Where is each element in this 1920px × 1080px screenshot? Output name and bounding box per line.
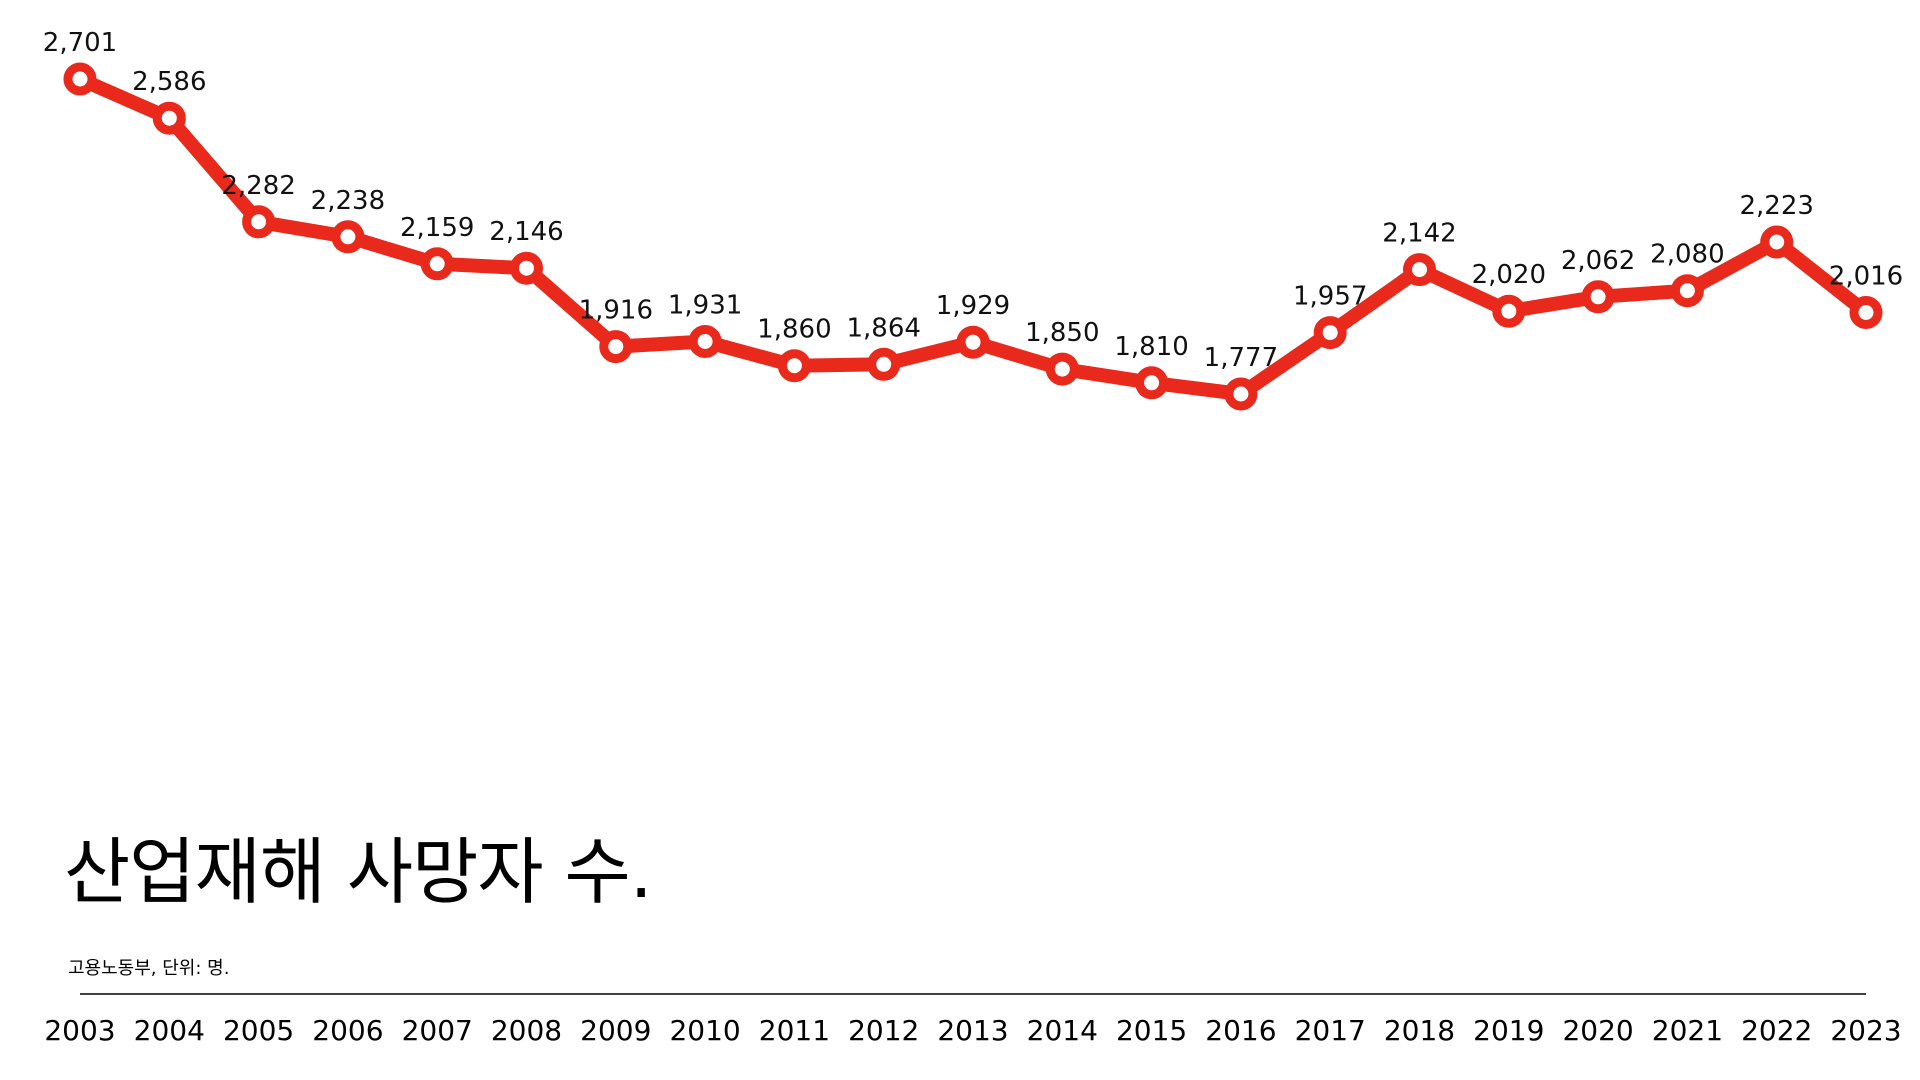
data-label: 2,142	[1382, 219, 1456, 249]
data-point	[956, 325, 990, 359]
x-tick-label: 2015	[1116, 1014, 1187, 1047]
data-point	[1403, 253, 1436, 287]
data-point	[242, 205, 276, 239]
data-label: 2,238	[311, 186, 385, 216]
x-tick-label: 2003	[44, 1014, 115, 1047]
chart-title: 산업재해 사망자 수.	[64, 830, 653, 914]
data-point	[1670, 274, 1704, 308]
x-tick-label: 2014	[1027, 1014, 1098, 1047]
data-label: 2,282	[221, 171, 295, 201]
data-point	[1135, 366, 1169, 400]
data-point	[63, 62, 97, 96]
data-label: 1,957	[1293, 282, 1367, 312]
data-label: 2,223	[1739, 191, 1813, 221]
series-layer	[63, 62, 1883, 411]
x-tick-label: 2018	[1384, 1014, 1455, 1047]
data-label: 1,810	[1114, 332, 1188, 362]
data-point	[1313, 316, 1347, 350]
data-label: 2,701	[43, 28, 117, 58]
data-label: 1,929	[936, 291, 1010, 321]
x-tick-label: 2011	[759, 1014, 830, 1047]
x-tick-label: 2013	[937, 1014, 1008, 1047]
x-tick-layer: 2003 2004 2005 2006 2007 2008 2009 2010 2011 2012…	[44, 1014, 1901, 1047]
data-point	[599, 330, 633, 364]
data-point	[688, 325, 722, 358]
x-tick-label: 2004	[134, 1014, 205, 1047]
data-point	[420, 247, 454, 281]
x-tick-label: 2020	[1562, 1014, 1633, 1047]
x-tick-label: 2005	[223, 1014, 294, 1047]
data-label: 1,931	[668, 291, 742, 321]
data-label: 1,864	[846, 313, 920, 343]
data-point	[867, 347, 901, 381]
data-point	[1492, 294, 1526, 328]
data-label: 1,916	[579, 296, 653, 326]
x-tick-label: 2016	[1205, 1014, 1276, 1047]
x-tick-label: 2007	[402, 1014, 473, 1047]
data-label: 2,020	[1472, 260, 1546, 290]
data-point	[1849, 296, 1883, 329]
data-label: 2,016	[1829, 262, 1903, 292]
data-point	[1581, 280, 1615, 314]
data-point	[331, 220, 365, 254]
x-tick-label: 2006	[312, 1014, 383, 1047]
x-tick-label: 2017	[1295, 1014, 1366, 1047]
x-tick-label: 2009	[580, 1014, 651, 1047]
x-tick-label: 2022	[1741, 1014, 1812, 1047]
data-label: 2,146	[489, 217, 563, 247]
x-tick-label: 2023	[1830, 1014, 1901, 1047]
data-label: 2,062	[1561, 246, 1635, 276]
data-label-layer: 2,701 2,586 2,282 2,238 2,159 2,146 1,916 1,931…	[43, 28, 1903, 373]
x-tick-label: 2019	[1473, 1014, 1544, 1047]
data-point	[1224, 377, 1258, 411]
data-label: 1,860	[757, 315, 831, 345]
chart-source-note: 고용노동부, 단위: 명.	[68, 958, 230, 979]
x-tick-label: 2012	[848, 1014, 919, 1047]
data-point	[510, 251, 543, 285]
data-label: 2,586	[132, 67, 206, 97]
data-label: 2,159	[400, 213, 474, 243]
data-label: 2,080	[1650, 240, 1724, 270]
data-point	[1760, 225, 1794, 259]
data-point	[152, 101, 186, 135]
data-point	[1045, 352, 1079, 386]
data-point	[777, 349, 811, 383]
x-tick-label: 2008	[491, 1014, 562, 1047]
x-tick-label: 2010	[669, 1014, 740, 1047]
x-tick-label: 2021	[1652, 1014, 1723, 1047]
data-label: 1,850	[1025, 318, 1099, 348]
data-label: 1,777	[1204, 343, 1278, 373]
